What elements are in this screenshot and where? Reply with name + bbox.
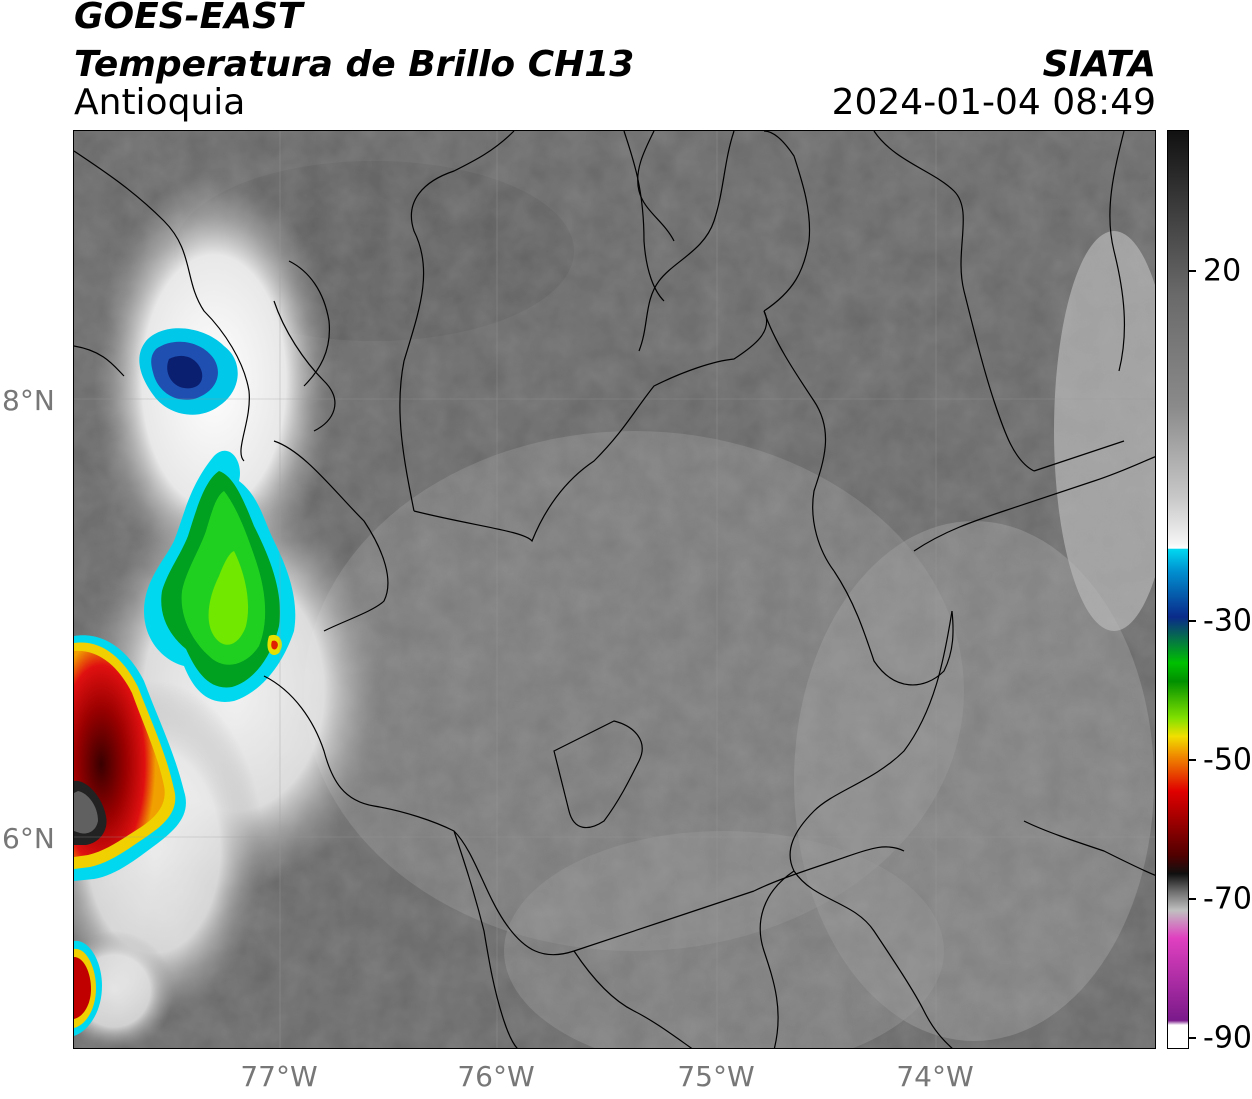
colorbar-tick <box>1189 270 1196 272</box>
colorbar-tick <box>1189 898 1196 900</box>
colorbar-label-minus90: -90 <box>1203 1020 1252 1056</box>
colorbar-label-minus70: -70 <box>1203 881 1252 917</box>
colorbar-tick <box>1189 620 1196 622</box>
lon-label-74w: 74°W <box>896 1060 974 1093</box>
graticule <box>74 131 1155 1048</box>
lon-label-77w: 77°W <box>240 1060 318 1093</box>
lon-label-75w: 75°W <box>677 1060 755 1093</box>
satellite-title: GOES-EAST <box>74 0 303 37</box>
lon-label-76w: 76°W <box>457 1060 535 1093</box>
lat-label-8n: 8°N <box>2 384 55 417</box>
colorbar-tick <box>1189 1037 1196 1039</box>
colorbar-label-minus30: -30 <box>1203 603 1252 639</box>
admin-boundaries <box>74 131 1155 1048</box>
colorbar <box>1167 130 1189 1049</box>
colorbar-label-minus50: -50 <box>1203 742 1252 778</box>
satellite-map[interactable] <box>73 130 1156 1049</box>
datetime-label: 2024-01-04 08:49 <box>831 82 1156 123</box>
lat-label-6n: 6°N <box>2 822 55 855</box>
product-title: Temperatura de Brillo CH13 <box>74 44 635 85</box>
region-subtitle: Antioquia <box>74 82 246 123</box>
organization-label: SIATA <box>1042 44 1156 85</box>
colorbar-tick <box>1189 759 1196 761</box>
colorbar-label-20: 20 <box>1203 253 1242 289</box>
map-canvas <box>74 131 1155 1048</box>
